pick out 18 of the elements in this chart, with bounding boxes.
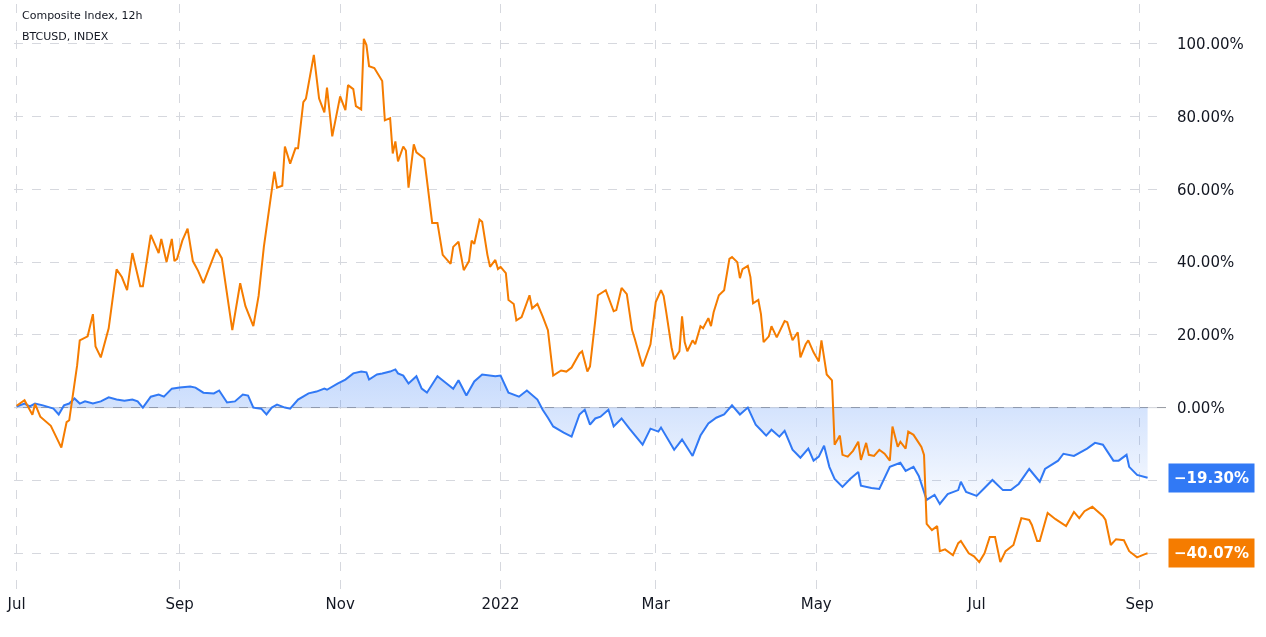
y-tick-label: 20.00% <box>1177 326 1235 345</box>
y-tick-label: 80.00% <box>1177 107 1235 126</box>
x-tick-label: Mar <box>641 595 671 613</box>
x-tick-label: May <box>800 595 832 613</box>
y-tick-label: 100.00% <box>1177 35 1244 54</box>
x-tick-label: Sep <box>1125 595 1154 613</box>
text: BTCUSD, INDEX <box>22 30 109 43</box>
y-tick-label: 60.00% <box>1177 180 1235 199</box>
x-tick-label: 2022 <box>481 595 520 613</box>
y-tick-label: 40.00% <box>1177 253 1235 272</box>
y-tick-label: 0.00% <box>1177 398 1225 417</box>
x-tick-label: Jul <box>966 595 986 613</box>
x-tick-label: Sep <box>165 595 194 613</box>
x-tick-label: Jul <box>6 595 26 613</box>
annotation: −40.07% <box>1174 544 1250 562</box>
text: Composite Index, 12h <box>22 9 143 22</box>
x-tick-label: Nov <box>325 595 355 613</box>
annotation: −19.30% <box>1174 469 1250 487</box>
